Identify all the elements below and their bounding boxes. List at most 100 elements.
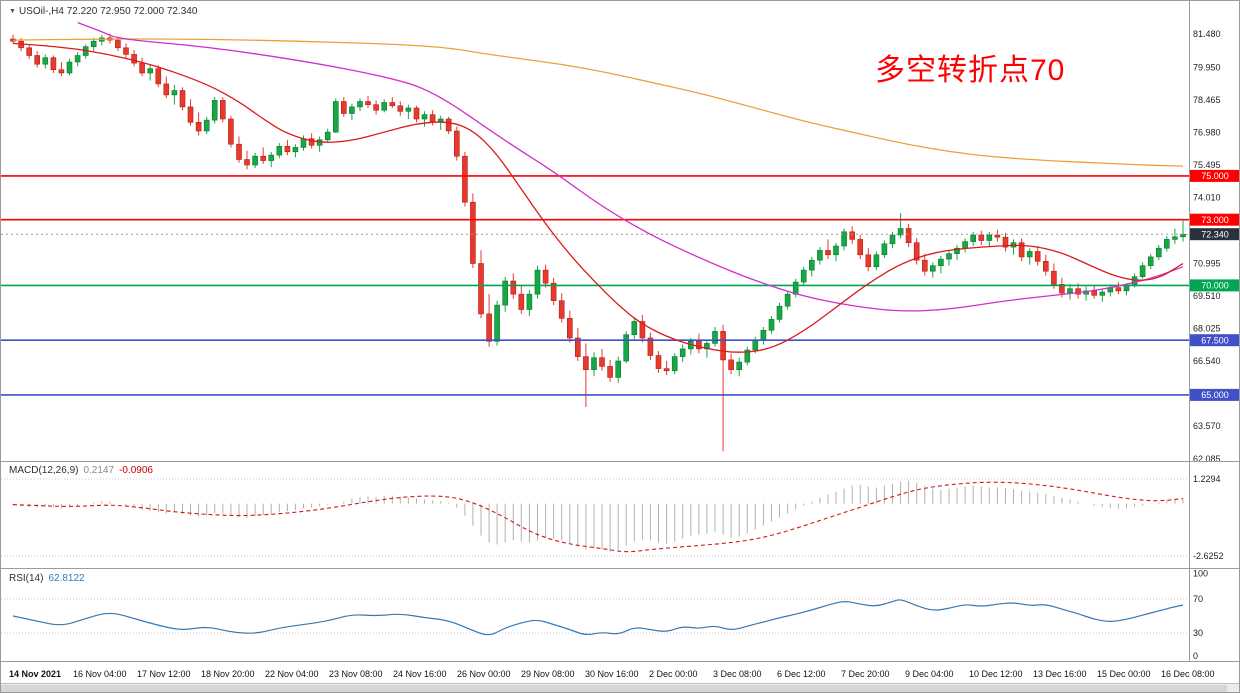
price-badge: 72.340 xyxy=(1190,228,1239,241)
candle-body xyxy=(445,118,452,132)
annotation-text: 多空转折点70 xyxy=(875,54,1066,87)
candle-body xyxy=(478,263,484,315)
candle-body xyxy=(865,254,872,268)
macd-label: MACD(12,26,9) xyxy=(9,465,79,476)
candle-body xyxy=(583,356,589,371)
time-axis-label: 10 Dec 12:00 xyxy=(969,669,1023,679)
candle-body xyxy=(284,146,291,153)
candle-body xyxy=(332,101,339,133)
candle-body xyxy=(938,258,944,267)
candle-body xyxy=(857,239,864,256)
rsi-scale-label: 30 xyxy=(1193,628,1203,638)
candles-layer xyxy=(10,33,1186,452)
candle-body xyxy=(1147,256,1154,266)
time-axis-label: 14 Nov 2021 xyxy=(9,669,61,679)
price-badge-label: 75.000 xyxy=(1201,171,1229,181)
candle-body xyxy=(244,159,250,166)
candle-body xyxy=(550,282,557,302)
candle-body xyxy=(800,269,807,283)
candle-body xyxy=(324,131,331,141)
candle-body xyxy=(115,39,121,49)
candle-body xyxy=(260,155,267,161)
price-tick-label: 74.010 xyxy=(1193,193,1221,203)
candle-body xyxy=(1059,283,1065,294)
time-axis-label: 7 Dec 20:00 xyxy=(841,669,890,679)
candle-body xyxy=(502,280,509,306)
candle-body xyxy=(994,234,1001,238)
rsi-line xyxy=(12,599,1184,636)
candle-body xyxy=(163,83,170,96)
candle-body xyxy=(195,122,202,132)
candle-body xyxy=(808,259,815,271)
price-tick-label: 76.980 xyxy=(1193,128,1221,138)
price-badge-label: 73.000 xyxy=(1201,215,1229,225)
candle-body xyxy=(453,130,460,157)
candle-body xyxy=(1156,247,1162,258)
price-tick-label: 78.465 xyxy=(1193,95,1221,105)
candle-body xyxy=(679,348,686,357)
candle-body xyxy=(421,114,428,120)
candle-body xyxy=(268,154,275,161)
candle-body xyxy=(308,138,315,146)
ma-slow-orange xyxy=(12,38,1184,167)
candle-body xyxy=(123,47,129,55)
candle-body xyxy=(1164,239,1170,249)
candle-body xyxy=(139,62,145,74)
candle-body xyxy=(429,114,436,123)
scrollbar-thumb[interactable] xyxy=(1,685,1227,692)
time-axis-label: 13 Dec 16:00 xyxy=(1033,669,1087,679)
candle-body xyxy=(510,280,517,295)
price-tick-label: 70.995 xyxy=(1193,259,1221,269)
price-badge: 67.500 xyxy=(1190,334,1239,347)
candle-body xyxy=(986,234,993,241)
ma-mid-magenta xyxy=(77,21,1184,312)
candle-body xyxy=(591,357,597,371)
triangle-down-icon: ▼ xyxy=(9,8,16,15)
time-axis-label: 22 Nov 04:00 xyxy=(265,669,319,679)
time-axis-label: 9 Dec 04:00 xyxy=(905,669,954,679)
candle-body xyxy=(623,334,630,362)
macd-value-signal: -0.0906 xyxy=(119,465,153,476)
candle-body xyxy=(1099,291,1106,296)
candle-body xyxy=(760,329,767,341)
candle-body xyxy=(1026,251,1033,258)
candle-body xyxy=(817,250,823,261)
candle-body xyxy=(34,55,41,65)
rsi-header: RSI(14) 62.8122 xyxy=(9,573,85,584)
time-axis-label: 29 Nov 08:00 xyxy=(521,669,575,679)
candle-body xyxy=(1123,285,1130,292)
candle-body xyxy=(1051,270,1057,285)
candle-body xyxy=(534,269,541,295)
candle-body xyxy=(615,360,622,378)
candle-body xyxy=(631,321,638,335)
time-axis-label: 16 Nov 04:00 xyxy=(73,669,127,679)
candle-body xyxy=(712,331,718,344)
candle-body xyxy=(316,139,323,146)
candle-body xyxy=(340,101,347,114)
candle-body xyxy=(1091,290,1097,296)
macd-scale-label: -2.6252 xyxy=(1193,551,1224,561)
candle-body xyxy=(276,146,283,156)
candle-body xyxy=(405,107,412,112)
candle-body xyxy=(397,105,404,112)
candle-body xyxy=(252,155,258,166)
candle-body xyxy=(913,242,920,261)
rsi-value: 62.8122 xyxy=(48,573,85,584)
candle-body xyxy=(381,102,388,111)
horizontal-scrollbar[interactable] xyxy=(1,683,1239,692)
time-axis-label: 30 Nov 16:00 xyxy=(585,669,639,679)
candle-body xyxy=(357,101,363,108)
candle-body xyxy=(728,359,734,370)
candle-body xyxy=(42,57,49,65)
candle-body xyxy=(26,47,33,56)
candle-body xyxy=(389,102,396,107)
macd-value-main: 0.2147 xyxy=(83,465,115,476)
candle-body xyxy=(978,234,985,241)
price-badge-label: 65.000 xyxy=(1201,390,1229,400)
candle-body xyxy=(696,340,702,350)
candle-body xyxy=(155,68,162,85)
macd-histogram xyxy=(12,480,1184,552)
time-axis-label: 18 Nov 20:00 xyxy=(201,669,255,679)
